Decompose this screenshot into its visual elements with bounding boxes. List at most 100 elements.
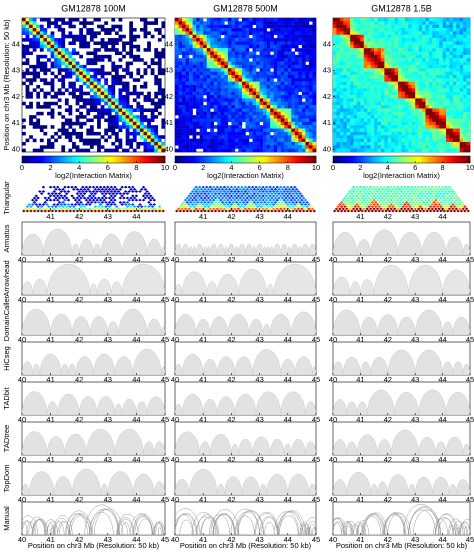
- heatmap-cell: [231, 141, 236, 146]
- heatmap-cell: [224, 128, 229, 133]
- triangle-cell: [104, 209, 108, 213]
- heatmap-cell: [161, 148, 166, 153]
- heatmap-cell: [312, 54, 317, 59]
- heatmap-cell: [57, 128, 62, 133]
- heatmap-cell: [118, 38, 123, 42]
- heatmap-cell: [175, 74, 179, 79]
- heatmap-cell: [107, 88, 112, 92]
- triangle-cell: [273, 205, 278, 209]
- triangle-cell: [66, 198, 71, 202]
- heatmap-cell: [377, 34, 382, 39]
- heatmap-cell: [408, 41, 412, 45]
- heatmap-cell: [220, 48, 225, 52]
- triangle-cell: [38, 203, 42, 206]
- triangle-cell: [220, 209, 225, 213]
- heatmap-cell: [107, 128, 112, 133]
- x-tick-label: 45: [161, 335, 169, 344]
- heatmap-cell: [391, 28, 395, 32]
- heatmap-cell: [294, 95, 299, 99]
- heatmap-cell: [273, 51, 278, 56]
- heatmap-cell: [161, 121, 166, 126]
- heatmap-cell: [175, 85, 179, 89]
- heatmap-cell: [370, 31, 375, 35]
- heatmap-cell: [224, 101, 229, 106]
- heatmap-cell: [256, 54, 260, 59]
- domain-arc: [175, 478, 190, 495]
- heatmap-cell: [370, 58, 375, 62]
- heatmap-cell: [54, 131, 58, 136]
- heatmap-cell: [43, 95, 48, 99]
- heatmap-cell: [370, 61, 375, 66]
- heatmap-cell: [308, 131, 313, 136]
- heatmap-cell: [36, 34, 41, 39]
- heatmap-cell: [192, 145, 197, 149]
- heatmap-cell: [280, 125, 285, 129]
- triangle-cell: [287, 196, 292, 200]
- heatmap-cell: [61, 61, 66, 66]
- triangle-cell: [109, 190, 114, 193]
- heatmap-cell: [68, 125, 73, 129]
- heatmap-cell: [39, 88, 44, 92]
- heatmap-cell: [79, 115, 83, 119]
- heatmap-cell: [360, 88, 365, 92]
- heatmap-cell: [367, 34, 371, 39]
- heatmap-cell: [336, 51, 341, 56]
- heatmap-cell: [104, 48, 108, 52]
- colorbar-cell: [178, 156, 183, 163]
- heatmap-cell: [210, 138, 214, 143]
- heatmap-cell: [256, 148, 260, 153]
- heatmap-cell: [301, 51, 306, 56]
- triangle-cell: [278, 198, 283, 202]
- heatmap-cell: [54, 61, 58, 66]
- heatmap-cell: [210, 135, 214, 139]
- heatmap-cell: [394, 34, 399, 39]
- heatmap-cell: [97, 125, 101, 129]
- heatmap-cell: [64, 128, 69, 133]
- triangle-cell: [278, 190, 283, 193]
- triangle-cell: [95, 207, 99, 211]
- heatmap-cell: [463, 44, 467, 49]
- heatmap-cell: [435, 85, 440, 89]
- x-tick-label: 42: [75, 335, 83, 344]
- heatmap-cell: [339, 44, 344, 49]
- heatmap-cell: [301, 28, 306, 32]
- heatmap-cell: [456, 78, 460, 82]
- triangle-cell: [234, 187, 239, 191]
- heatmap-cell: [203, 98, 207, 102]
- heatmap-cell: [125, 138, 130, 143]
- heatmap-cell: [241, 91, 246, 96]
- heatmap-cell: [252, 18, 257, 22]
- heatmap-cell: [442, 74, 447, 79]
- heatmap-cell: [100, 58, 105, 62]
- triangle-cell: [107, 205, 112, 209]
- triangle-cell: [63, 190, 67, 193]
- colorbar-cell: [305, 156, 310, 163]
- heatmap-cell: [270, 24, 274, 29]
- heatmap-cell: [199, 28, 204, 32]
- heatmap-cell: [377, 105, 382, 109]
- heatmap-cell: [39, 78, 44, 82]
- heatmap-cell: [298, 61, 303, 66]
- triangle-cell: [192, 209, 197, 213]
- heatmap-cell: [39, 111, 44, 116]
- heatmap-cell: [452, 24, 457, 29]
- triangle-cell: [190, 194, 195, 198]
- heatmap-cell: [129, 125, 134, 129]
- heatmap-cell: [259, 81, 264, 86]
- heatmap-cell: [336, 58, 341, 62]
- heatmap-cell: [263, 118, 267, 123]
- heatmap-cell: [336, 18, 341, 22]
- heatmap-cell: [199, 105, 204, 109]
- triangle-cell: [212, 185, 216, 189]
- heatmap-cell: [199, 98, 204, 102]
- heatmap-cell: [220, 18, 225, 22]
- heatmap-cell: [263, 41, 267, 45]
- heatmap-cell: [178, 38, 183, 42]
- heatmap-cell: [118, 138, 123, 143]
- heatmap-cell: [252, 91, 257, 96]
- triangle-cell: [227, 187, 232, 191]
- triangle-cell: [227, 205, 232, 209]
- triangle-cell: [66, 185, 71, 189]
- heatmap-cell: [22, 148, 26, 153]
- triangle-cell: [145, 194, 149, 198]
